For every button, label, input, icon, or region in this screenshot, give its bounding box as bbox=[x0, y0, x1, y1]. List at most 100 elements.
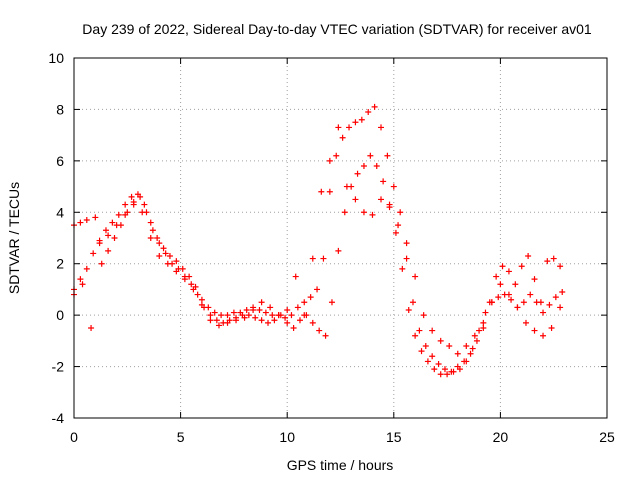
data-point bbox=[418, 348, 425, 355]
data-point bbox=[141, 201, 148, 208]
data-point bbox=[471, 332, 478, 339]
data-point bbox=[275, 312, 282, 319]
data-point bbox=[557, 304, 564, 311]
data-point bbox=[454, 350, 461, 357]
y-tick-label: 0 bbox=[56, 307, 64, 323]
data-point bbox=[343, 183, 350, 190]
data-point bbox=[314, 286, 321, 293]
data-point bbox=[288, 312, 295, 319]
data-point bbox=[435, 361, 442, 367]
data-point bbox=[456, 366, 463, 373]
data-point bbox=[420, 312, 427, 319]
data-point bbox=[296, 317, 303, 324]
data-point bbox=[328, 299, 335, 306]
x-tick-label: 10 bbox=[279, 429, 295, 445]
data-point bbox=[508, 296, 515, 303]
data-point bbox=[233, 317, 240, 324]
data-point bbox=[469, 345, 476, 352]
data-point bbox=[514, 304, 521, 311]
data-point bbox=[309, 319, 316, 326]
data-point bbox=[164, 260, 171, 267]
data-point bbox=[335, 124, 342, 131]
data-point bbox=[326, 188, 333, 195]
data-point bbox=[463, 358, 470, 365]
data-point bbox=[265, 319, 272, 326]
chart-title: Day 239 of 2022, Sidereal Day-to-day VTE… bbox=[82, 21, 592, 37]
data-point bbox=[552, 294, 559, 301]
data-point bbox=[550, 255, 557, 262]
data-point bbox=[520, 299, 527, 306]
data-point bbox=[198, 301, 205, 308]
data-point bbox=[218, 312, 225, 319]
data-point bbox=[173, 258, 180, 265]
data-point bbox=[531, 327, 538, 334]
data-point bbox=[384, 152, 391, 159]
data-point bbox=[316, 327, 323, 334]
data-point bbox=[518, 263, 525, 270]
data-point bbox=[207, 317, 214, 324]
data-point bbox=[115, 211, 122, 218]
data-point bbox=[378, 124, 385, 131]
data-point bbox=[160, 245, 167, 252]
data-point bbox=[130, 201, 137, 208]
y-tick-label: 6 bbox=[56, 153, 64, 169]
data-point bbox=[156, 240, 163, 247]
data-point bbox=[525, 253, 532, 259]
data-point bbox=[230, 309, 237, 316]
data-point bbox=[499, 263, 506, 270]
data-point bbox=[267, 304, 274, 311]
data-point bbox=[544, 258, 551, 265]
data-point bbox=[333, 152, 340, 159]
data-point bbox=[373, 163, 380, 169]
data-point bbox=[505, 268, 512, 275]
data-point bbox=[282, 314, 289, 321]
data-point bbox=[399, 265, 406, 272]
data-point bbox=[371, 103, 378, 110]
data-point bbox=[109, 219, 116, 226]
data-point bbox=[476, 327, 483, 334]
data-point bbox=[215, 322, 222, 329]
data-point bbox=[358, 116, 365, 123]
data-point bbox=[346, 124, 353, 131]
data-point bbox=[409, 299, 416, 306]
data-point bbox=[339, 134, 346, 141]
data-point bbox=[335, 247, 342, 254]
data-point bbox=[181, 276, 188, 283]
data-point bbox=[548, 325, 555, 331]
data-point bbox=[269, 312, 276, 319]
data-point bbox=[301, 312, 308, 319]
data-point bbox=[367, 152, 374, 159]
data-point bbox=[360, 209, 367, 216]
data-point bbox=[497, 281, 504, 288]
data-point bbox=[446, 343, 453, 349]
data-point bbox=[352, 119, 359, 126]
data-point bbox=[243, 307, 250, 313]
x-axis-label: GPS time / hours bbox=[287, 457, 394, 473]
data-point bbox=[90, 250, 97, 257]
data-point bbox=[540, 309, 547, 316]
x-tick-label: 5 bbox=[177, 429, 185, 445]
data-point bbox=[188, 281, 195, 288]
data-point bbox=[512, 281, 519, 288]
data-point bbox=[557, 263, 564, 270]
y-tick-label: 10 bbox=[48, 50, 64, 66]
x-tick-label: 20 bbox=[493, 429, 509, 445]
data-point bbox=[213, 317, 220, 324]
data-point bbox=[149, 227, 156, 234]
data-point bbox=[88, 325, 95, 331]
data-point bbox=[390, 183, 397, 190]
data-point bbox=[527, 291, 534, 298]
data-point bbox=[307, 294, 314, 301]
data-point bbox=[258, 317, 265, 324]
data-point bbox=[156, 253, 163, 259]
data-point bbox=[505, 291, 512, 298]
data-point bbox=[166, 253, 173, 259]
data-point bbox=[450, 368, 457, 375]
data-point bbox=[102, 227, 109, 234]
series-track-b bbox=[71, 152, 566, 378]
data-point bbox=[318, 188, 325, 195]
data-point bbox=[256, 307, 263, 313]
y-tick-label: -4 bbox=[52, 410, 65, 426]
y-tick-label: 2 bbox=[56, 256, 64, 272]
y-tick-label: 8 bbox=[56, 101, 64, 117]
